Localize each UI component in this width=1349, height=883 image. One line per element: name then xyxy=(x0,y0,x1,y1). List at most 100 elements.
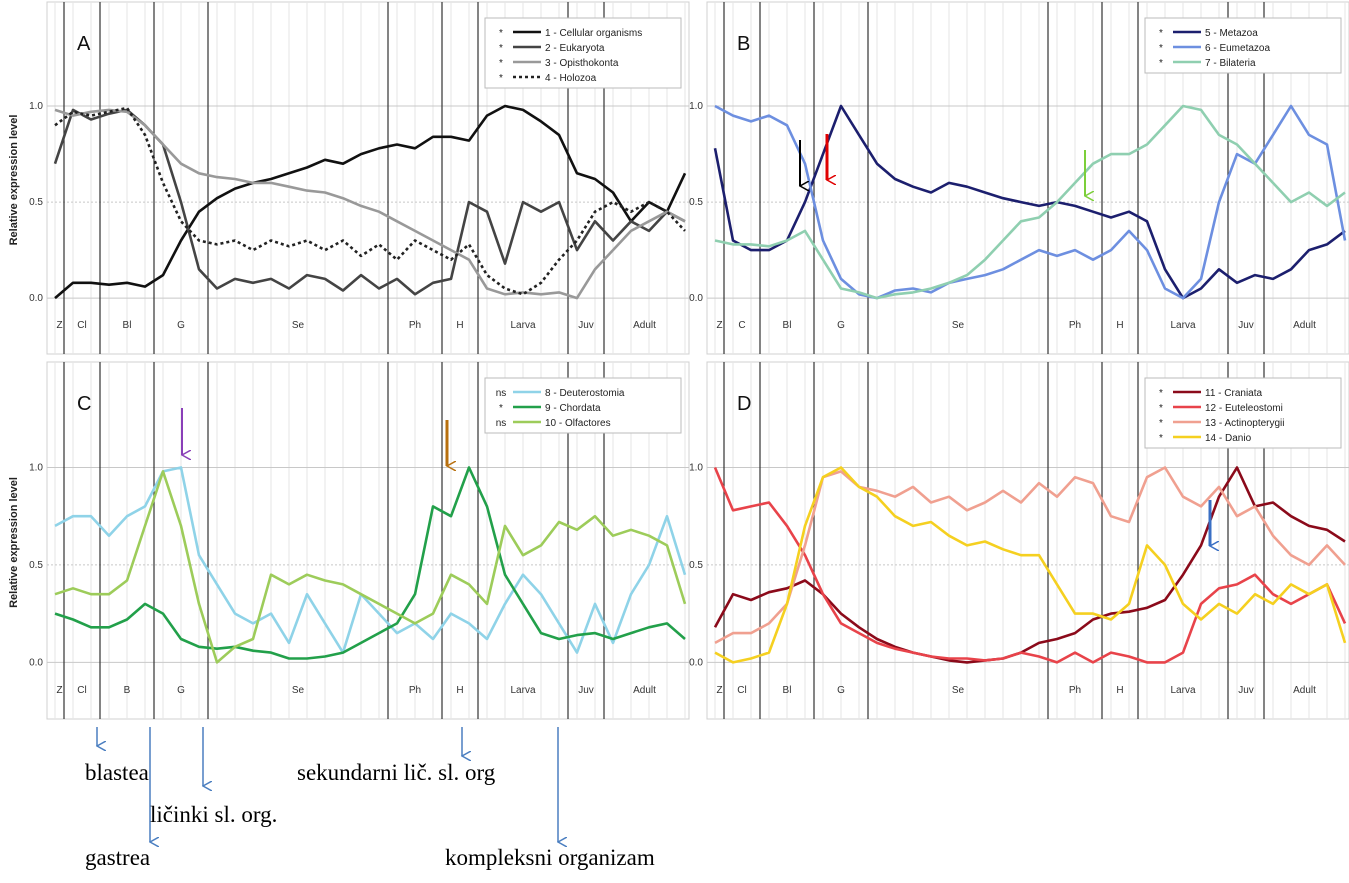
stage-label: Cl xyxy=(77,320,86,331)
y-axis-label: Relative expression level xyxy=(8,477,20,608)
annotation: gastrea xyxy=(85,845,150,870)
legend-label: 11 - Craniata xyxy=(1205,388,1263,399)
stage-label: Se xyxy=(952,685,965,696)
legend-label: 3 - Opisthokonta xyxy=(545,58,619,69)
stage-label: Bl xyxy=(783,685,792,696)
stage-label: Bl xyxy=(123,320,132,331)
annotation: sekundarni lič. sl. org xyxy=(297,760,496,785)
stage-label: Juv xyxy=(578,685,594,696)
legend-marker: * xyxy=(499,28,503,39)
legend-box xyxy=(484,17,682,89)
stage-label: Ph xyxy=(1069,685,1081,696)
legend-box xyxy=(484,377,682,434)
y-tick-label: 0.0 xyxy=(689,657,703,668)
y-tick-label: 1.0 xyxy=(689,101,703,112)
y-tick-label: 0.5 xyxy=(29,197,43,208)
panels: 0.0 0.5 1.0 Z Cl Bl G Se Ph H Larva Juv Adult A Relati… xyxy=(8,1,1349,720)
stage-label: G xyxy=(837,685,845,696)
legend-marker: * xyxy=(1159,43,1163,54)
y-tick-label: 0.0 xyxy=(29,657,43,668)
series-line xyxy=(713,466,1347,664)
stage-label: Larva xyxy=(1170,685,1195,696)
series-line xyxy=(54,466,686,660)
legend-marker: * xyxy=(1159,28,1163,39)
legend-label: 12 - Euteleostomi xyxy=(1205,403,1283,414)
legend-label: 1 - Cellular organisms xyxy=(545,28,642,39)
panel: 0.0 0.5 1.0 Z Cl Bl G Se Ph H Larva Juv Adult A Relati… xyxy=(8,1,690,355)
stage-label: B xyxy=(124,685,131,696)
stage-label: Ph xyxy=(1069,320,1081,331)
series-line xyxy=(714,104,1346,300)
legend-label: 13 - Actinopterygii xyxy=(1205,418,1285,429)
legend-marker: * xyxy=(1159,418,1163,429)
stage-label: G xyxy=(837,320,845,331)
legend-label: 4 - Holozoa xyxy=(545,73,597,84)
stage-label: Adult xyxy=(1293,685,1316,696)
panel-label: D xyxy=(737,393,751,415)
annotation: blastea xyxy=(85,760,149,785)
stage-label: Se xyxy=(292,685,305,696)
panel-label: A xyxy=(77,33,91,55)
legend-label: 7 - Bilateria xyxy=(1205,58,1256,69)
bottom-arrows xyxy=(97,727,558,842)
stage-label: Z xyxy=(56,685,62,696)
series-line xyxy=(714,466,1347,664)
stage-label: Cl xyxy=(77,685,86,696)
legend-marker: * xyxy=(499,58,503,69)
y-tick-label: 0.5 xyxy=(29,560,43,571)
stage-label: Bl xyxy=(783,320,792,331)
stage-label: C xyxy=(738,320,745,331)
legend-label: 5 - Metazoa xyxy=(1205,28,1258,39)
panel-arrows xyxy=(181,134,1210,546)
stage-label: Ph xyxy=(409,320,421,331)
legend-marker: ns xyxy=(496,418,507,429)
stage-label: Adult xyxy=(1293,320,1316,331)
legend-label: 6 - Eumetazoa xyxy=(1205,43,1270,54)
stage-label: Larva xyxy=(510,320,535,331)
legend-label: 9 - Chordata xyxy=(545,403,601,414)
panel: 0.0 0.5 1.0 Z Cl Bl G Se Ph H Larva Juv Adult D * 11 - … xyxy=(689,361,1349,720)
legend-label: 2 - Eukaryota xyxy=(545,43,605,54)
stage-label: Z xyxy=(716,320,722,331)
y-tick-label: 0.5 xyxy=(689,560,703,571)
y-tick-label: 1.0 xyxy=(29,462,43,473)
legend-box xyxy=(1144,17,1342,74)
legend-marker: * xyxy=(499,43,503,54)
stage-label: Juv xyxy=(578,320,594,331)
annotation: ličinki sl. org. xyxy=(150,802,277,827)
stage-label: H xyxy=(456,685,463,696)
stage-label: Ph xyxy=(409,685,421,696)
stage-label: Se xyxy=(952,320,965,331)
series-line xyxy=(714,104,1347,300)
stage-label: Larva xyxy=(1170,320,1195,331)
legend-marker: * xyxy=(1159,433,1163,444)
annotation: kompleksni organizam xyxy=(445,845,655,870)
series-line xyxy=(54,106,686,296)
stage-label: Se xyxy=(292,320,305,331)
stage-label: Adult xyxy=(633,685,656,696)
stage-label: Larva xyxy=(510,685,535,696)
y-tick-label: 0.5 xyxy=(689,197,703,208)
stage-label: H xyxy=(1116,685,1123,696)
series-line xyxy=(54,470,687,664)
stage-label: Cl xyxy=(737,685,746,696)
stage-label: Juv xyxy=(1238,320,1254,331)
series-line xyxy=(54,104,687,300)
stage-label: Z xyxy=(716,685,722,696)
y-tick-label: 1.0 xyxy=(29,101,43,112)
y-tick-label: 0.0 xyxy=(29,293,43,304)
stage-label: Adult xyxy=(633,320,656,331)
series-line xyxy=(713,104,1346,300)
legend-marker: ns xyxy=(496,388,507,399)
series-line xyxy=(713,466,1346,664)
stage-label: G xyxy=(177,685,185,696)
legend-marker: * xyxy=(499,73,503,84)
panel: 0.0 0.5 1.0 Z Cl B G Se Ph H Larva Juv Adult C Relativ… xyxy=(8,361,690,720)
stage-label: H xyxy=(456,320,463,331)
stage-label: Z xyxy=(56,320,62,331)
legend-label: 14 - Danio xyxy=(1205,433,1252,444)
y-tick-label: 0.0 xyxy=(689,293,703,304)
panel: 0.0 0.5 1.0 Z C Bl G Se Ph H Larva Juv Adult B * 5 - Me… xyxy=(689,1,1349,355)
y-tick-label: 1.0 xyxy=(689,462,703,473)
